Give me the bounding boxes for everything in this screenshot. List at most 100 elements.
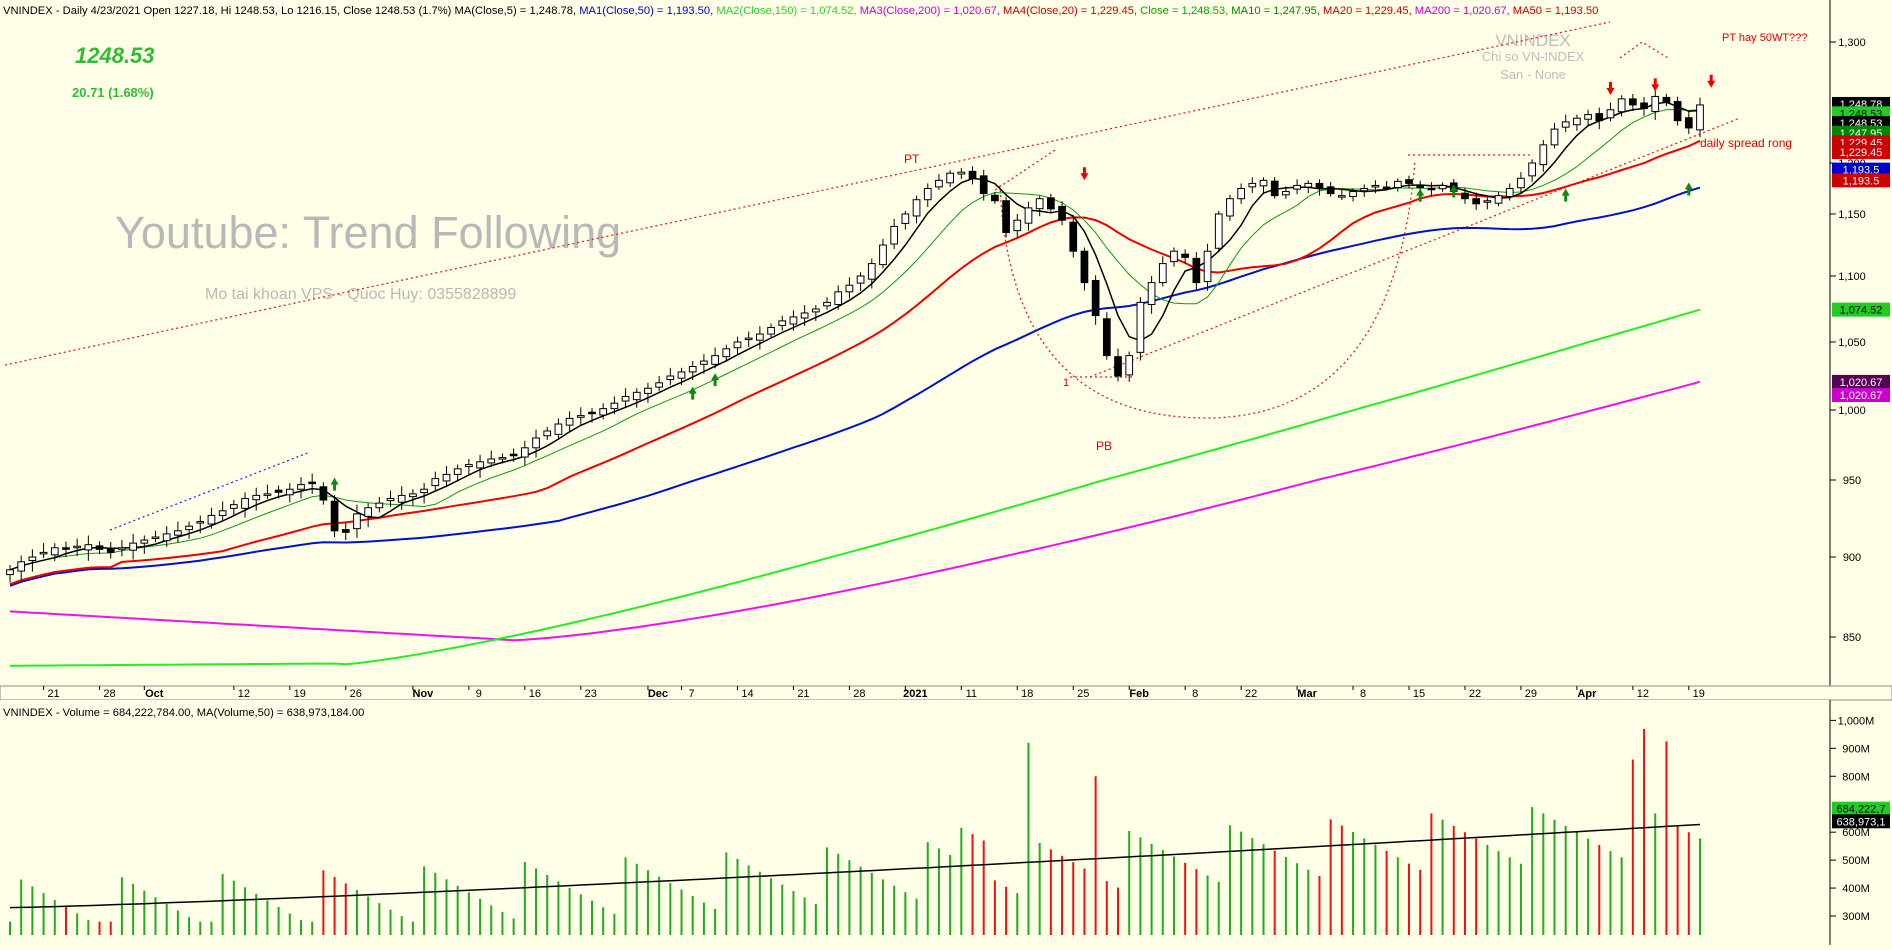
candle: [621, 388, 630, 408]
annotation-pt: PT: [904, 152, 920, 166]
header-segment: VNINDEX - Daily 4/23/2021 Open 1227.18, …: [3, 5, 452, 17]
candle: [207, 507, 216, 529]
candle: [1203, 243, 1212, 291]
header-segment: MA2(Close,150) = 1,074.52,: [713, 5, 856, 17]
volume-ma-line: [9, 823, 1701, 909]
candle: [73, 538, 82, 557]
candle: [1427, 182, 1436, 197]
price-tag: 1,193.5: [1832, 173, 1890, 188]
svg-text:1,229.45: 1,229.45: [1840, 147, 1883, 159]
candle: [789, 310, 798, 331]
buy-arrow: [1684, 182, 1693, 196]
candle: [1002, 196, 1010, 238]
candle: [655, 376, 663, 392]
date-tick-label: 28: [853, 688, 865, 700]
candle: [1192, 252, 1201, 291]
candle: [353, 504, 361, 538]
price-tick-label: 850: [1843, 632, 1861, 644]
candle: [185, 521, 193, 539]
candle: [106, 541, 115, 559]
price-tick-label: 1,300: [1838, 37, 1866, 49]
candle: [1080, 247, 1089, 291]
price-change: 20.71 (1.68%): [72, 85, 154, 100]
buy-arrow: [711, 373, 720, 387]
date-tick-label: Mar: [1297, 688, 1317, 700]
annotation-one: 1: [1063, 377, 1069, 389]
candle: [274, 485, 283, 499]
candle: [979, 169, 988, 201]
candle: [1237, 183, 1245, 204]
candle: [1483, 197, 1492, 210]
candle: [17, 555, 26, 581]
ma20-line: [9, 139, 1701, 586]
price-tick-label: 1,000: [1838, 405, 1866, 417]
candle: [845, 277, 854, 299]
candle: [700, 354, 708, 374]
ma150-line: [9, 308, 1701, 667]
candle: [901, 210, 910, 230]
header-segment: MA(Close,5) = 1,248.78,: [451, 5, 576, 17]
candle: [95, 541, 104, 554]
candle: [599, 403, 608, 420]
candle: [991, 192, 999, 204]
candle: [1181, 249, 1190, 264]
date-tick-label: 14: [741, 688, 753, 700]
candle: [767, 323, 775, 339]
date-tick-label: Feb: [1129, 688, 1149, 700]
candle: [341, 521, 350, 541]
annotation-pb: PB: [1096, 439, 1112, 453]
candle: [867, 258, 876, 289]
price-panel[interactable]: [0, 0, 1830, 688]
candle: [1270, 177, 1279, 199]
candle: [174, 521, 182, 543]
buy-arrow: [1416, 188, 1425, 202]
ma10-line: [9, 108, 1701, 571]
candle: [196, 515, 205, 534]
candle: [1472, 192, 1481, 210]
svg-text:1,020.67: 1,020.67: [1840, 377, 1883, 389]
date-tick-label: 7: [688, 688, 694, 700]
price-tag: 1,020.67: [1832, 374, 1890, 389]
candle: [1393, 178, 1402, 192]
date-tick-label: 21: [797, 688, 809, 700]
svg-text:1,074.52: 1,074.52: [1840, 305, 1883, 317]
date-tick-label: 25: [1077, 688, 1089, 700]
candle: [1102, 312, 1111, 360]
candle: [442, 466, 451, 488]
volume-tag: 684,222,7: [1832, 801, 1890, 816]
sell-arrow: [1707, 74, 1716, 88]
header-segment: MA10 = 1,247.95,: [1228, 5, 1320, 17]
price-tag: 1,229.45: [1832, 145, 1890, 160]
date-tick-label: 8: [1360, 688, 1366, 700]
candle: [856, 272, 865, 292]
price-tick-label: 1,050: [1838, 337, 1866, 349]
candle: [1539, 140, 1548, 172]
volume-tick-label: 900M: [1842, 743, 1870, 755]
candle: [162, 526, 171, 547]
candle: [1528, 159, 1536, 182]
candle: [140, 535, 149, 554]
header-segment: MA200 = 1,020.67,: [1412, 5, 1510, 17]
candle: [1494, 191, 1503, 207]
candle: [923, 183, 932, 207]
date-tick-label: 11: [966, 688, 977, 700]
candle: [487, 450, 496, 468]
date-tick-label: 19: [294, 688, 306, 700]
candle: [666, 367, 675, 385]
candle: [319, 482, 328, 505]
candle: [308, 473, 317, 494]
candle: [520, 440, 529, 466]
candle: [890, 218, 899, 249]
price-tick-label: 900: [1843, 552, 1861, 564]
candle: [1125, 351, 1134, 382]
candle: [1214, 210, 1223, 252]
volume-panel[interactable]: [0, 700, 1830, 945]
candle: [1293, 179, 1301, 195]
candle: [543, 426, 552, 440]
candle: [1114, 348, 1122, 382]
candle: [263, 484, 272, 499]
candle: [946, 170, 954, 187]
candle: [1628, 94, 1637, 111]
candle: [118, 540, 126, 557]
candle: [330, 495, 339, 537]
